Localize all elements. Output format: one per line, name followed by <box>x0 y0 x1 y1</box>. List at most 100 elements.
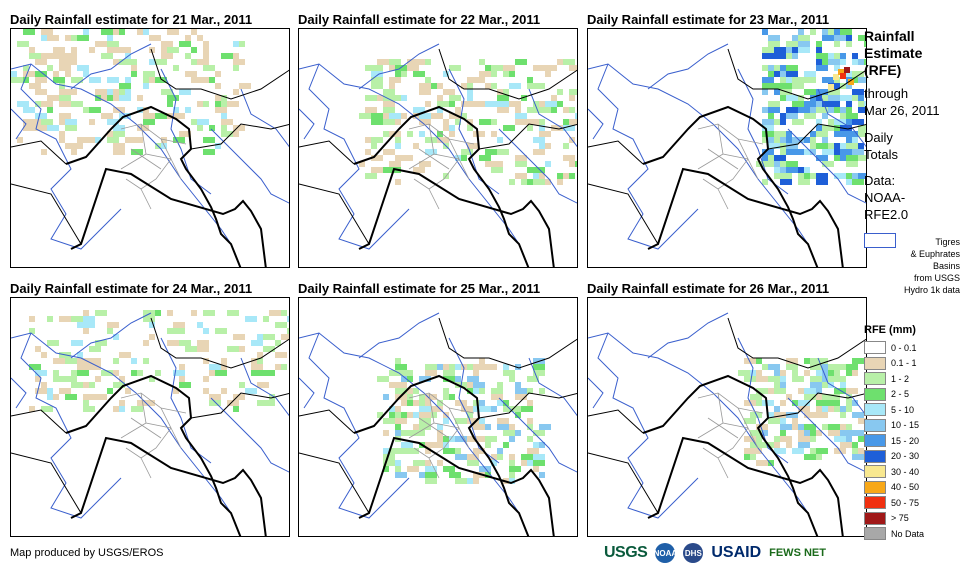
rainfall-cell <box>65 59 77 65</box>
rainfall-cell <box>119 59 125 65</box>
rainfall-cell <box>810 448 816 454</box>
rainfall-cell <box>23 71 29 77</box>
panel-title-2: Daily Rainfall estimate for 22 Mar., 201… <box>298 12 541 27</box>
rainfall-cell <box>389 448 395 454</box>
rainfall-cell <box>77 65 89 71</box>
legend-item: 15 - 20 <box>864 433 924 449</box>
rainfall-cell <box>822 406 828 412</box>
rainfall-cell <box>509 460 515 466</box>
rainfall-cell <box>762 400 774 406</box>
rainfall-cell <box>29 328 35 334</box>
rainfall-cell <box>113 119 119 125</box>
rainfall-cell <box>245 316 257 322</box>
rainfall-cell <box>545 101 557 107</box>
rainfall-cell <box>173 322 185 328</box>
rainfall-cell <box>467 364 473 370</box>
rainfall-cell <box>71 149 77 155</box>
rainfall-cell <box>467 436 473 442</box>
rainfall-cell <box>852 89 864 95</box>
rainfall-cell <box>83 382 89 388</box>
rainfall-cell <box>804 430 810 436</box>
rainfall-cell <box>780 436 792 442</box>
legend-swatch <box>864 387 886 401</box>
rainfall-cell <box>143 358 149 364</box>
rainfall-cell <box>35 346 41 352</box>
rainfall-cell <box>137 95 143 101</box>
rainfall-cell <box>119 95 131 101</box>
rainfall-cell <box>557 173 563 179</box>
rainfall-cell <box>65 376 77 382</box>
rainfall-cell <box>425 137 437 143</box>
agency-logos: USGS NOAA DHS USAID FEWS NET <box>604 541 960 565</box>
rainfall-cell <box>389 382 401 388</box>
rainfall-cell <box>750 370 756 376</box>
rainfall-cell <box>509 179 515 185</box>
rainfall-cell <box>149 322 155 328</box>
rainfall-cell <box>179 340 191 346</box>
rainfall-cell <box>143 71 155 77</box>
rainfall-cell <box>786 358 798 364</box>
rainfall-cell <box>467 454 479 460</box>
rainfall-cell <box>527 436 533 442</box>
rainfall-cell <box>113 382 125 388</box>
rainfall-cell <box>149 400 155 406</box>
rainfall-cell <box>59 119 65 125</box>
rainfall-cell <box>95 310 107 316</box>
basin-boundary <box>240 357 289 417</box>
rainfall-cell <box>774 370 780 376</box>
rainfall-cell <box>455 454 467 460</box>
basin-description: Tigres & Euphrates Basins from USGS Hydr… <box>866 236 966 296</box>
rainfall-cell <box>798 77 804 83</box>
rainfall-cell <box>533 442 539 448</box>
rainfall-cell <box>467 418 479 424</box>
neighbor-border <box>190 392 289 419</box>
rainfall-cell <box>173 107 179 113</box>
rainfall-cell <box>497 101 509 107</box>
rainfall-cell <box>804 89 816 95</box>
rainfall-cell <box>83 394 95 400</box>
rainfall-cell <box>840 113 846 119</box>
rainfall-cell <box>407 394 413 400</box>
rainfall-cell <box>437 460 443 466</box>
rainfall-cell <box>822 137 828 143</box>
iraq-border <box>65 105 267 267</box>
rainfall-cell <box>395 179 401 185</box>
rainfall-cell <box>533 149 545 155</box>
rainfall-cell <box>77 352 83 358</box>
noaa-logo: NOAA <box>654 543 677 563</box>
province-boundaries <box>697 123 764 210</box>
basin-boundary <box>817 88 866 148</box>
rainfall-cell <box>107 328 113 334</box>
rainfall-cell <box>479 155 491 161</box>
rainfall-cell <box>786 53 792 59</box>
rainfall-cell <box>461 406 473 412</box>
rainfall-cell <box>491 71 497 77</box>
map-graphic <box>588 29 866 267</box>
rainfall-cell <box>455 119 461 125</box>
rainfall-cell <box>786 167 798 173</box>
rainfall-cell <box>846 394 852 400</box>
rainfall-cell <box>275 322 287 328</box>
rainfall-cell <box>179 328 185 334</box>
rainfall-cell <box>389 101 395 107</box>
rainfall-map-25-mar <box>298 297 578 537</box>
rainfall-cell <box>473 400 479 406</box>
rainfall-cell <box>167 29 179 35</box>
rainfall-cell <box>786 65 798 71</box>
basin-boundary <box>308 63 410 250</box>
rainfall-cell <box>798 47 810 53</box>
rainfall-cell <box>101 113 113 119</box>
rainfall-cell <box>59 113 71 119</box>
rainfall-cell <box>852 454 864 460</box>
rainfall-cell <box>569 161 575 167</box>
rainfall-cell <box>131 71 137 77</box>
rainfall-cell <box>257 334 263 340</box>
rainfall-cell <box>101 95 107 101</box>
rainfall-cell <box>269 334 275 340</box>
rainfall-cell <box>804 77 816 83</box>
rainfall-cell <box>23 29 35 35</box>
rainfall-cell <box>780 161 786 167</box>
neighbor-border <box>299 183 370 245</box>
rainfall-cell <box>239 346 245 352</box>
rainfall-cell <box>479 388 485 394</box>
